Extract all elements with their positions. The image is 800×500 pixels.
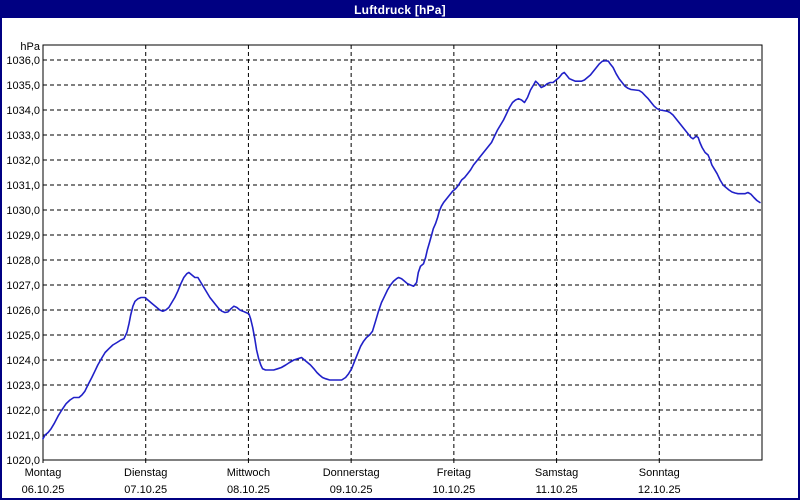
y-tick-label: 1031,0 xyxy=(6,180,40,192)
y-tick-label: 1027,0 xyxy=(6,280,40,292)
day-name-label: Mittwoch xyxy=(227,467,270,479)
day-date-label: 12.10.25 xyxy=(638,484,681,496)
y-tick-label: 1022,0 xyxy=(6,405,40,417)
y-tick-label: 1020,0 xyxy=(6,455,40,467)
day-name-label: Donnerstag xyxy=(323,467,380,479)
y-tick-label: 1034,0 xyxy=(6,105,40,117)
y-tick-label: 1025,0 xyxy=(6,330,40,342)
pressure-line xyxy=(42,59,761,440)
y-tick-label: 1026,0 xyxy=(6,305,40,317)
y-tick-label: 1028,0 xyxy=(6,255,40,267)
day-name-label: Samstag xyxy=(535,467,578,479)
day-date-label: 07.10.25 xyxy=(124,484,167,496)
plot-frame xyxy=(42,44,763,461)
y-tick-label: 1030,0 xyxy=(6,205,40,217)
y-tick-label: 1021,0 xyxy=(6,430,40,442)
day-name-label: Dienstag xyxy=(124,467,167,479)
y-tick-label: 1032,0 xyxy=(6,155,40,167)
y-tick-label: 1029,0 xyxy=(6,230,40,242)
day-date-label: 08.10.25 xyxy=(227,484,270,496)
day-date-label: 11.10.25 xyxy=(536,484,578,496)
y-axis-unit-label: hPa xyxy=(20,41,40,53)
y-tick-label: 1035,0 xyxy=(6,80,40,92)
y-tick-label: 1023,0 xyxy=(6,380,40,392)
day-date-label: 06.10.25 xyxy=(22,484,65,496)
window-title: Luftdruck [hPa] xyxy=(2,2,798,18)
y-tick-label: 1036,0 xyxy=(6,55,40,67)
y-tick-label: 1033,0 xyxy=(6,130,40,142)
day-date-label: 10.10.25 xyxy=(432,484,475,496)
day-name-label: Montag xyxy=(25,467,62,479)
y-tick-label: 1024,0 xyxy=(6,355,40,367)
day-name-label: Freitag xyxy=(437,467,471,479)
day-name-label: Sonntag xyxy=(639,467,680,479)
day-date-label: 09.10.25 xyxy=(330,484,373,496)
